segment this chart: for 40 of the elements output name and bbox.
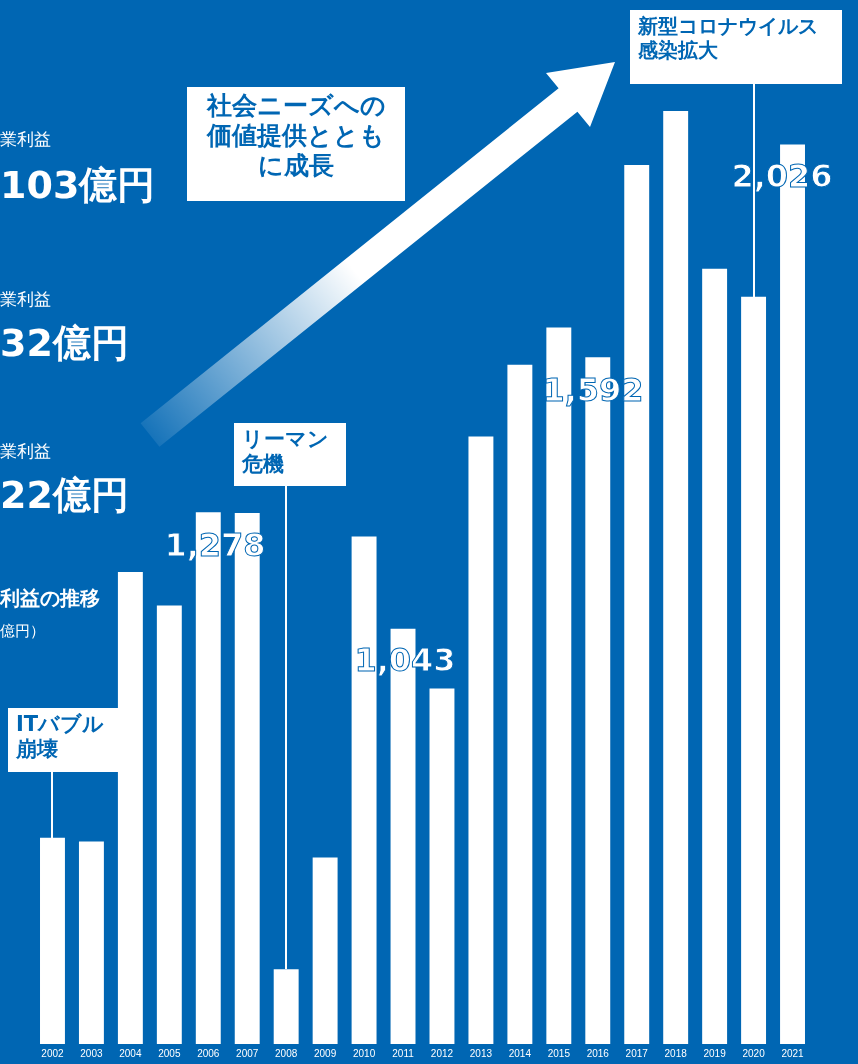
bar xyxy=(663,111,689,1044)
annotation: ITバブル崩壊 xyxy=(8,708,120,772)
annotation: 103億円 xyxy=(0,162,156,209)
annotation: 32億円 xyxy=(0,320,129,367)
bar xyxy=(78,841,104,1044)
annotation: 業利益 xyxy=(0,440,51,463)
text: 億円） xyxy=(0,622,45,641)
x-tick-label: 2017 xyxy=(625,1047,649,1059)
x-tick-label: 2008 xyxy=(275,1047,298,1059)
bar xyxy=(507,364,533,1044)
x-tick-label: 2007 xyxy=(236,1047,259,1059)
text: 利益の推移 xyxy=(0,585,100,612)
annotation: 業利益 xyxy=(0,128,51,151)
annotation: リーマン危機 xyxy=(234,423,346,486)
annotation: 業利益 xyxy=(0,288,51,311)
x-tick-label: 2019 xyxy=(703,1047,727,1059)
x-tick-label: 2009 xyxy=(314,1047,337,1059)
x-tick-label: 2014 xyxy=(508,1047,532,1059)
x-tick-label: 2011 xyxy=(392,1047,415,1059)
bar xyxy=(156,605,182,1044)
annotation: 22億円 xyxy=(0,472,129,519)
x-tick-label: 2013 xyxy=(469,1047,493,1059)
text: 新型コロナウイルス感染拡大 xyxy=(630,10,842,84)
x-tick-label: 2020 xyxy=(742,1047,766,1059)
x-tick-label: 2018 xyxy=(664,1047,688,1059)
x-tick-label: 2010 xyxy=(352,1047,376,1059)
bar xyxy=(468,436,494,1044)
annotation: 社会ニーズへの価値提供とともに成長 xyxy=(187,87,405,201)
bar xyxy=(312,857,338,1044)
x-tick-label: 2016 xyxy=(586,1047,610,1059)
x-tick-label: 2004 xyxy=(119,1047,142,1059)
x-tick-label: 2012 xyxy=(430,1047,454,1059)
x-tick-label: 2002 xyxy=(41,1047,65,1059)
x-tick-label: 2015 xyxy=(547,1047,571,1059)
x-tick-label: 2003 xyxy=(80,1047,103,1059)
x-tick-label: 2005 xyxy=(158,1047,181,1059)
bar xyxy=(429,688,455,1044)
bar xyxy=(702,268,728,1044)
x-tick-label: 2021 xyxy=(781,1047,805,1059)
x-tick-label: 2006 xyxy=(197,1047,220,1059)
